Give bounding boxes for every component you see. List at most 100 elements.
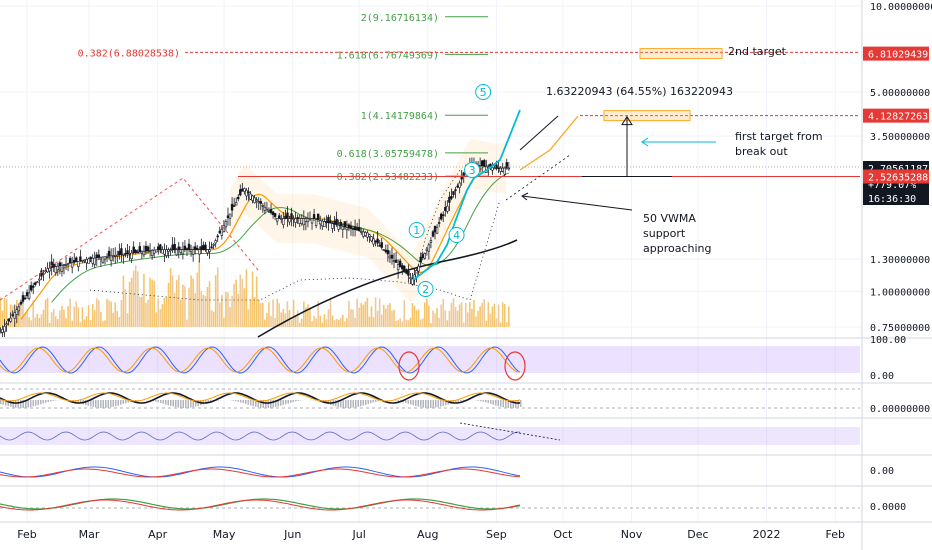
histogram-bar	[357, 400, 359, 407]
volume-bar	[292, 299, 295, 327]
histogram-bar	[25, 400, 27, 408]
x-tick-label: Nov	[621, 528, 643, 541]
volume-bar	[210, 310, 213, 327]
volume-bar	[403, 300, 406, 327]
histogram-bar	[485, 400, 487, 403]
volume-bar	[323, 314, 326, 327]
histogram-bar	[455, 400, 457, 403]
histogram-bar	[235, 400, 237, 402]
volume-bar	[52, 308, 55, 327]
histogram-bar	[277, 400, 279, 407]
histogram-bar	[500, 400, 502, 407]
candle-body	[120, 248, 123, 255]
histogram-bar	[32, 400, 34, 407]
volume-bar	[376, 310, 379, 327]
volume-bar	[104, 320, 106, 327]
candle-body	[491, 167, 494, 171]
histogram-bar	[377, 400, 379, 402]
volume-bar	[387, 304, 389, 327]
histogram-bar	[180, 400, 182, 408]
volume-bar	[67, 306, 69, 327]
volume-bar	[214, 275, 217, 327]
volume-bar	[79, 322, 82, 327]
candle-body	[370, 236, 373, 242]
candle-body	[103, 256, 107, 260]
candle-body	[493, 167, 496, 170]
histogram-bar	[30, 400, 32, 407]
volume-bar	[208, 281, 211, 327]
rsi-band	[0, 427, 860, 445]
volume-bar	[448, 310, 451, 327]
candle-body	[331, 223, 334, 229]
volume-bar	[50, 312, 53, 327]
volume-bar	[65, 318, 67, 327]
volume-bar	[139, 296, 141, 327]
volume-bar	[426, 298, 428, 327]
volume-bar	[249, 299, 252, 327]
oversold-circle	[398, 351, 420, 381]
candle-body	[66, 263, 70, 266]
histogram-bar	[375, 400, 377, 402]
histogram-bar	[10, 400, 12, 407]
candle-body	[25, 292, 29, 297]
candle-body	[56, 265, 60, 271]
fib-level-label: 1(4.14179864)	[361, 111, 439, 122]
histogram-bar	[27, 400, 29, 408]
candle-body	[232, 205, 236, 207]
candle-body	[403, 265, 406, 272]
candle-body	[11, 314, 14, 316]
histogram-bar	[342, 400, 344, 408]
histogram-bar	[295, 400, 297, 402]
histogram-bar	[107, 400, 109, 408]
candle-body	[32, 285, 35, 288]
measure-arrowhead	[621, 115, 633, 126]
histogram-bar	[275, 400, 277, 407]
candle-body	[265, 208, 269, 211]
volume-bar	[57, 319, 59, 327]
volume-bar	[206, 287, 209, 327]
histogram-bar	[515, 400, 517, 408]
volume-bar	[462, 322, 465, 327]
candle-body	[70, 262, 74, 268]
volume-bar	[110, 301, 112, 327]
volume-bar	[493, 303, 496, 327]
histogram-bar	[42, 400, 44, 404]
volume-bar	[423, 302, 426, 327]
histogram-bar	[487, 400, 489, 404]
candle-body	[249, 193, 252, 200]
volume-bar	[358, 307, 360, 327]
candle-body	[3, 326, 6, 333]
panel-axis-label: 100.00	[870, 335, 906, 346]
volume-bar	[145, 302, 147, 327]
histogram-bar	[217, 400, 219, 401]
x-tick-label: Dec	[687, 528, 708, 541]
volume-bar	[235, 279, 237, 327]
price-axis[interactable]: 10.00000000 5.00000000 3.50000000 1.3000000…	[863, 2, 932, 513]
volume-bar	[227, 292, 229, 327]
candle-body	[394, 259, 398, 263]
time-axis[interactable]: Feb Mar Apr May Jun Jul Aug Sep Oct Nov Dec 2022 Feb	[17, 528, 845, 541]
candle-body	[87, 258, 90, 264]
candle-body	[319, 220, 322, 225]
volume-bar	[438, 318, 440, 327]
elliott-wave-path	[412, 109, 521, 281]
volume-bar	[467, 312, 469, 327]
rsi-line	[0, 431, 521, 441]
volume-bar	[153, 280, 155, 327]
candle-body	[355, 227, 359, 231]
candle-body	[89, 256, 92, 259]
fib-level-label: 1.618(6.76749369)	[337, 50, 439, 61]
candle-body	[368, 234, 371, 237]
candle-body	[278, 215, 281, 219]
volume-bar	[229, 307, 231, 327]
candle-body	[27, 292, 31, 299]
histogram-bar	[362, 400, 364, 406]
volume-bar	[489, 313, 492, 327]
candle-body	[255, 199, 258, 202]
histogram-bar	[477, 400, 479, 401]
volume-bar	[344, 321, 346, 327]
histogram-bar	[262, 400, 264, 408]
price-tag	[863, 169, 929, 184]
histogram-bar	[15, 400, 17, 408]
